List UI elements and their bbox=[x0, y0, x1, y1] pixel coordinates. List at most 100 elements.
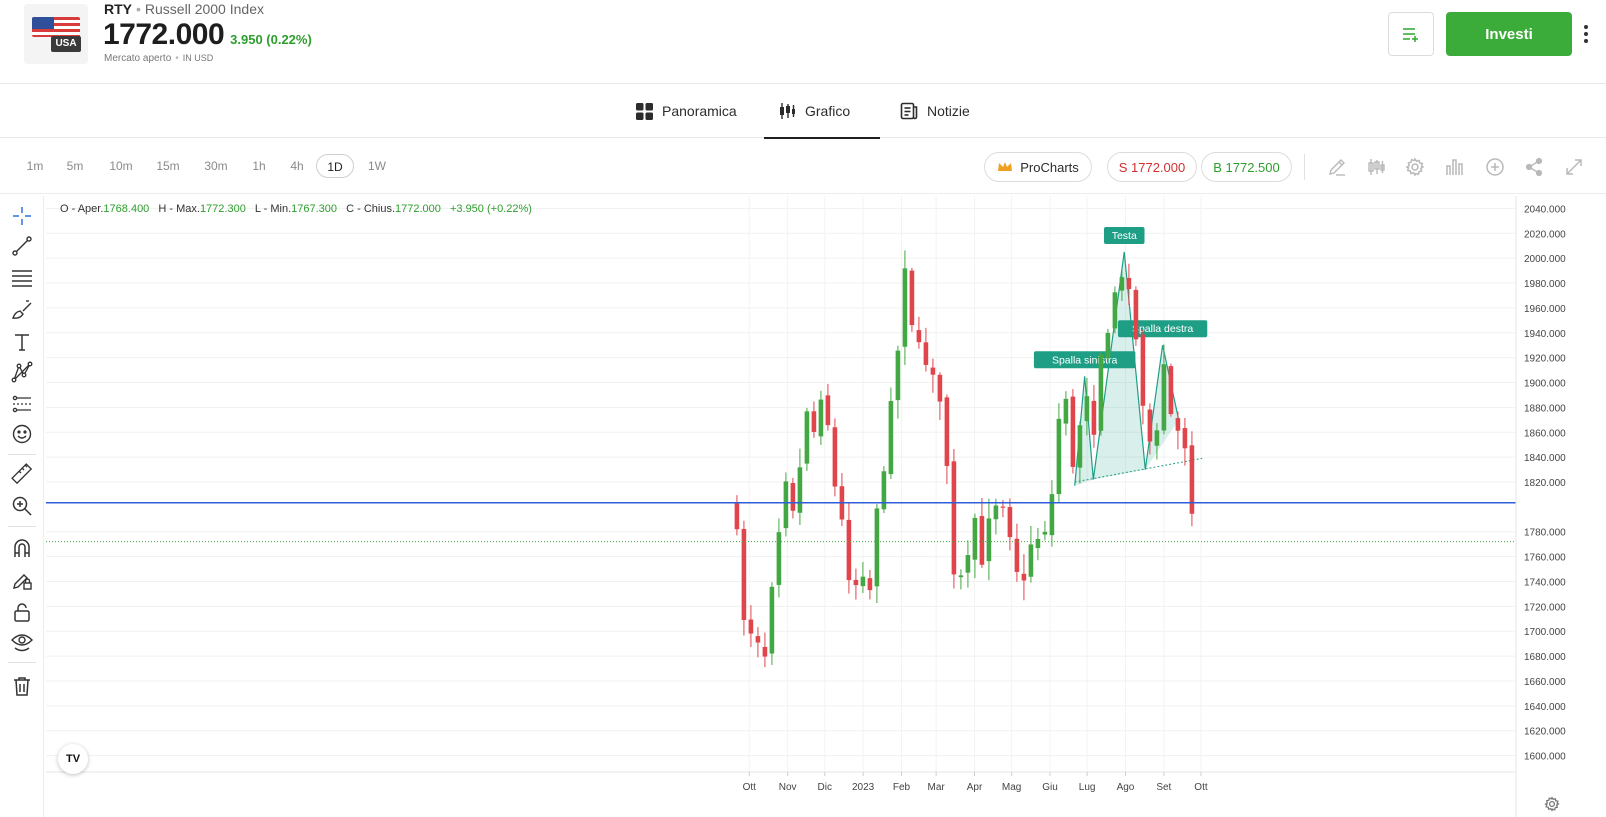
x-tick-label: Mar bbox=[928, 782, 946, 793]
candle bbox=[1091, 385, 1097, 448]
y-tick-label: 1900.000 bbox=[1524, 379, 1566, 390]
chart-settings-icon[interactable] bbox=[1544, 796, 1560, 812]
x-tick-label: Feb bbox=[893, 782, 911, 793]
candle bbox=[1168, 363, 1174, 417]
section-tabs: Panoramica Grafico Notizie bbox=[0, 84, 1606, 139]
price-line: 1772.000 3.950 (0.22%) bbox=[103, 18, 312, 52]
ruler-icon[interactable] bbox=[10, 462, 34, 486]
unlock-icon[interactable] bbox=[10, 600, 34, 624]
bar-chart-icon[interactable] bbox=[1444, 156, 1466, 178]
price-chart[interactable]: Spalla sinistra Testa Spalla destra 1803.3… bbox=[46, 196, 1606, 817]
tab-panoramica[interactable]: Panoramica bbox=[636, 84, 737, 138]
candle bbox=[902, 250, 908, 366]
candle bbox=[1189, 431, 1195, 527]
candles-icon[interactable] bbox=[1365, 156, 1387, 178]
candle-body bbox=[1028, 544, 1034, 577]
candle bbox=[888, 387, 894, 480]
y-tick-label: 1820.000 bbox=[1524, 478, 1566, 489]
timeframe-5m[interactable]: 5m bbox=[66, 159, 84, 173]
invest-button[interactable]: Investi bbox=[1446, 12, 1572, 56]
candle-body bbox=[965, 555, 971, 573]
timeframe-1h[interactable]: 1h bbox=[252, 159, 266, 173]
candle bbox=[1084, 377, 1090, 436]
y-tick-label: 1880.000 bbox=[1524, 403, 1566, 414]
timeframe-1d[interactable]: 1D bbox=[316, 154, 354, 178]
candle-body bbox=[909, 270, 915, 326]
crown-icon bbox=[998, 162, 1013, 171]
candle bbox=[1042, 520, 1048, 541]
pencil-icon[interactable] bbox=[1326, 156, 1348, 178]
candle bbox=[972, 513, 978, 579]
candle-body bbox=[1007, 507, 1013, 538]
timeframe-1m[interactable]: 1m bbox=[26, 159, 44, 173]
brush-icon[interactable] bbox=[10, 298, 34, 322]
procharts-button[interactable]: ProCharts bbox=[984, 152, 1092, 182]
candle bbox=[762, 632, 768, 668]
tools-divider bbox=[8, 526, 36, 527]
y-tick-label: 1980.000 bbox=[1524, 279, 1566, 290]
timeframe-4h[interactable]: 4h bbox=[290, 159, 304, 173]
usa-badge: USA bbox=[51, 36, 81, 52]
plus-circle-icon[interactable] bbox=[1484, 156, 1506, 178]
candle-body bbox=[776, 532, 782, 585]
trash-icon[interactable] bbox=[10, 674, 34, 698]
candle-body bbox=[930, 367, 936, 375]
instrument-header: USA RTY • Russell 2000 Index 1772.000 3.950… bbox=[0, 0, 1606, 84]
candle bbox=[825, 383, 831, 431]
y-tick-label: 1720.000 bbox=[1524, 602, 1566, 613]
candle bbox=[937, 372, 943, 420]
label-head: Testa bbox=[1104, 226, 1145, 244]
candle bbox=[1119, 270, 1125, 301]
candle bbox=[832, 418, 838, 497]
lock-drawing-icon[interactable] bbox=[10, 568, 34, 592]
more-options-icon[interactable] bbox=[1580, 22, 1592, 46]
sell-price-button[interactable]: S 1772.000 bbox=[1107, 152, 1197, 182]
current-price: 1772.000 bbox=[103, 18, 225, 51]
forecast-icon[interactable] bbox=[10, 392, 34, 416]
expand-icon[interactable] bbox=[1563, 156, 1585, 178]
magnet-icon[interactable] bbox=[10, 536, 34, 560]
market-status-line: Mercato aperto • IN USD bbox=[104, 53, 214, 64]
candle bbox=[1070, 389, 1076, 474]
timeframe-15m[interactable]: 15m bbox=[156, 159, 180, 173]
timeframe-10m[interactable]: 10m bbox=[109, 159, 133, 173]
x-tick-label: Nov bbox=[779, 782, 797, 793]
label-left-shoulder: Spalla sinistra bbox=[1033, 351, 1136, 369]
chart-axes: 2040.000 2020.000 2000.000 1980.000 1960.000… bbox=[46, 196, 1606, 817]
fib-lines-icon[interactable] bbox=[10, 266, 34, 290]
candle bbox=[1077, 421, 1083, 484]
watchlist-button[interactable] bbox=[1388, 12, 1434, 56]
buy-price-button[interactable]: B 1772.500 bbox=[1201, 152, 1292, 182]
candle-body bbox=[797, 467, 803, 513]
candle-body bbox=[1161, 364, 1167, 431]
tab-grafico[interactable]: Grafico bbox=[763, 84, 881, 139]
tab-notizie[interactable]: Notizie bbox=[900, 84, 970, 138]
candle bbox=[923, 327, 929, 372]
chart-toolbar: 1m 5m 10m 15m 30m 1h 4h 1D 1W ProCharts … bbox=[0, 138, 1606, 194]
tradingview-logo-icon[interactable]: TV bbox=[58, 744, 88, 774]
candle bbox=[748, 605, 754, 648]
candle bbox=[741, 520, 747, 636]
timeframe-30m[interactable]: 30m bbox=[204, 159, 228, 173]
timeframe-1w[interactable]: 1W bbox=[368, 159, 386, 173]
candle-body bbox=[972, 517, 978, 560]
trend-line-icon[interactable] bbox=[10, 234, 34, 258]
ticker-symbol: RTY bbox=[104, 1, 132, 17]
share-icon[interactable] bbox=[1523, 156, 1545, 178]
candle bbox=[1021, 554, 1027, 601]
gear-icon[interactable] bbox=[1404, 156, 1426, 178]
price-change: 3.950 (0.22%) bbox=[230, 32, 312, 47]
candle-body bbox=[1147, 409, 1153, 442]
candle bbox=[1182, 417, 1188, 466]
y-tick-label: 1920.000 bbox=[1524, 354, 1566, 365]
crosshair-icon[interactable] bbox=[10, 204, 34, 228]
eye-icon[interactable] bbox=[10, 630, 34, 654]
zoom-in-icon[interactable] bbox=[10, 494, 34, 518]
pattern-icon[interactable] bbox=[10, 360, 34, 384]
candle-body bbox=[874, 508, 880, 587]
emoji-icon[interactable] bbox=[10, 422, 34, 446]
candle bbox=[734, 495, 740, 536]
candle bbox=[1161, 344, 1167, 435]
candle bbox=[867, 569, 873, 600]
text-icon[interactable] bbox=[10, 330, 34, 354]
